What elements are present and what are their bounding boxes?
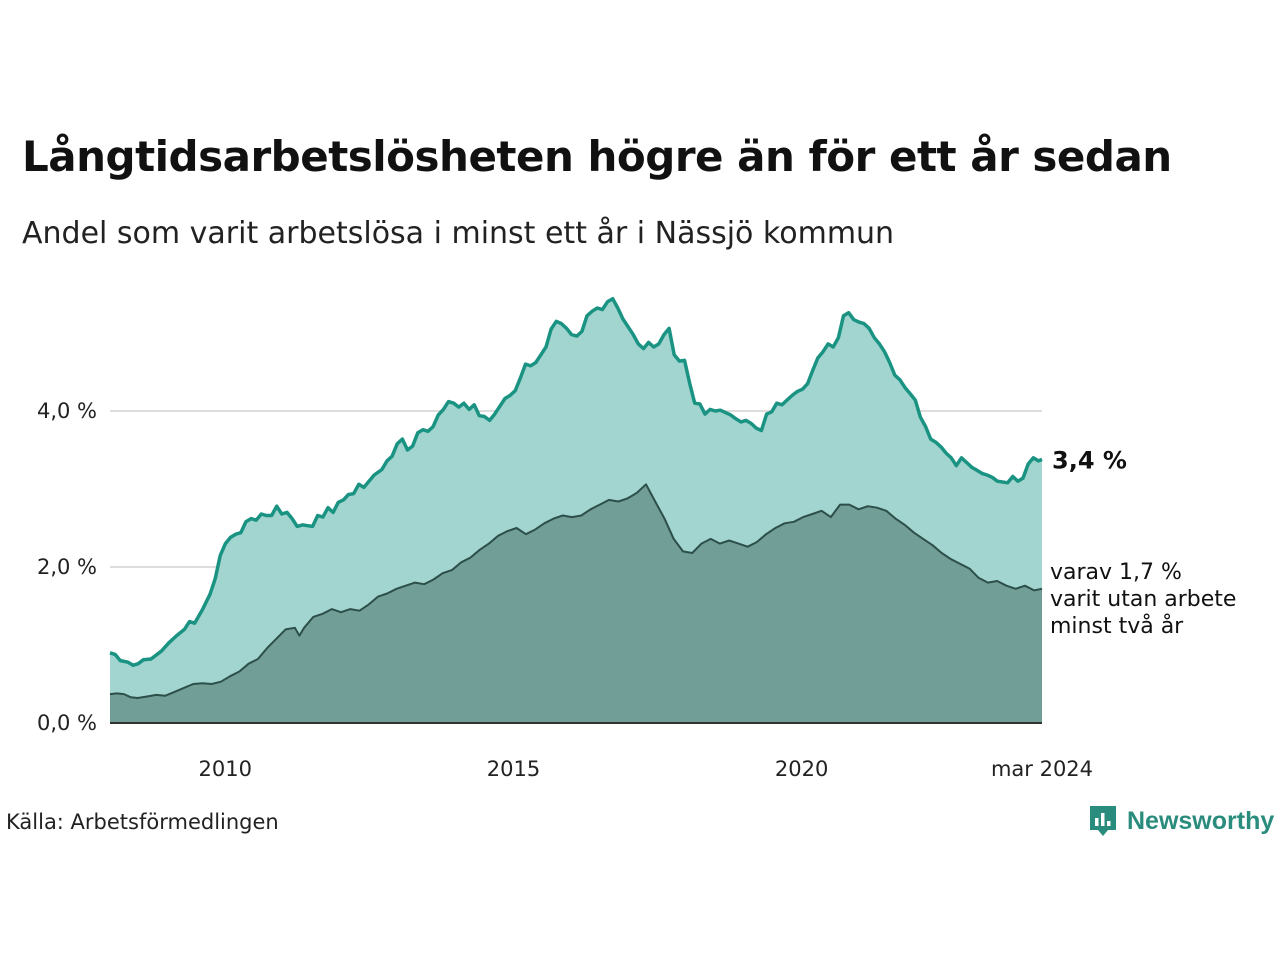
x-tick-label: 2010 [199,757,252,781]
chart-labels: 0,0 % 2,0 % 4,0 % 2010 2015 2020 mar 2024 3,4 %… [37,399,1236,781]
series-area-2 [110,484,1042,723]
source-note: Källa: Arbetsförmedlingen [6,810,279,834]
chart-title: Långtidsarbetslösheten högre än för ett … [22,132,1172,181]
series-line-2 [109,483,1043,699]
series-note-line: varav 1,7 % [1050,560,1182,585]
chart-areas [109,296,1043,723]
x-tick-label: mar 2024 [991,757,1093,781]
newsworthy-logo: Newsworthy [1088,804,1274,838]
series-line-1 [109,296,1043,668]
y-tick-label: 0,0 % [37,711,97,735]
x-tick-label: 2015 [487,757,540,781]
y-tick-label: 2,0 % [37,555,97,579]
series-note-line: varit utan arbete [1050,587,1236,612]
area-chart: 0,0 % 2,0 % 4,0 % 2010 2015 2020 mar 2024 3,4 %… [37,296,1236,781]
newsworthy-logo-icon [1090,806,1116,836]
y-tick-label: 4,0 % [37,399,97,423]
series-note-line: minst två år [1050,613,1184,639]
end-value-label: 3,4 % [1052,446,1127,474]
x-tick-label: 2020 [775,757,828,781]
brand-name: Newsworthy [1127,806,1275,835]
chart-subtitle: Andel som varit arbetslösa i minst ett å… [22,216,895,251]
